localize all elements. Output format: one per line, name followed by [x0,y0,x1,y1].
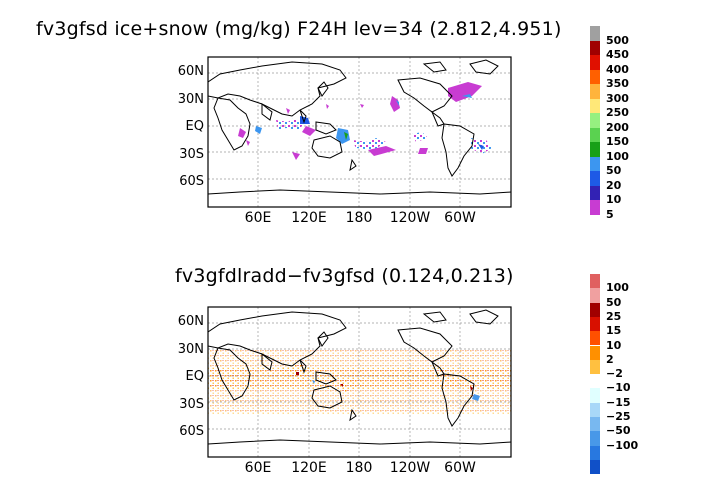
panel-2-coastlines [208,309,511,445]
colorbar-label: −50 [606,424,631,438]
colorbar-swatch [590,127,600,142]
colorbar-label: 50 [606,295,622,309]
panel-1-map [207,56,512,208]
lon-label-120e: 120E [291,210,327,226]
colorbar-label: 100 [606,149,629,163]
colorbar-label: 15 [606,324,622,338]
lon-label-120e: 120E [291,460,327,476]
panel-2-diff-field [208,350,511,414]
panel-2-frame [207,306,512,458]
colorbar-swatch [590,274,600,289]
panel-1-gridlines [208,57,511,207]
colorbar-swatch [590,200,600,215]
colorbar-swatch [590,445,600,460]
colorbar-swatch [590,388,600,403]
panel-2-map [207,306,512,458]
colorbar-swatch [590,431,600,446]
colorbar-label: 10 [606,193,622,206]
lat-label-eq: EQ [185,369,204,384]
colorbar-label: −10 [606,381,631,395]
colorbar-swatch [590,345,600,360]
colorbar-swatch [590,69,600,84]
colorbar-swatch [590,40,600,55]
panel-1-frame [207,56,512,208]
colorbar-label: −25 [606,410,631,423]
colorbar-label: 500 [606,33,629,47]
colorbar-label: 250 [606,106,629,119]
colorbar-label: −2 [606,367,623,381]
colorbar-label: 50 [606,164,622,177]
lon-label-180: 180 [345,210,373,226]
colorbar-swatch [590,374,600,389]
colorbar-label: −100 [606,438,639,452]
lon-label-60w: 60W [444,460,476,476]
lat-label-60n: 60N [177,314,204,329]
colorbar-swatch [590,98,600,113]
lat-label-30n: 30N [177,92,204,107]
colorbar-swatch [590,113,600,128]
colorbar-swatch [590,359,600,375]
panel-1-title: fv3gfsd ice+snow (mg/kg) F24H lev=34 (2.… [36,18,562,40]
lon-label-60e: 60E [244,210,272,226]
colorbar-label: 25 [606,309,622,323]
lon-label-120w: 120W [389,460,431,476]
colorbar-label: 350 [606,77,629,90]
lon-label-60e: 60E [244,460,272,476]
colorbar-swatch [590,417,600,432]
lon-label-180: 180 [345,460,373,476]
lat-label-60s: 60S [179,424,204,439]
colorbar-label: 150 [606,135,629,148]
colorbar-label: 450 [606,48,629,61]
panel-1-coastlines [208,59,511,195]
colorbar-swatch [590,55,600,70]
colorbar-swatch [590,402,600,417]
colorbar-swatch [590,331,600,346]
lat-label-30n: 30N [177,342,204,357]
colorbar-swatch [590,156,600,171]
lat-label-60s: 60S [179,174,204,189]
lat-label-60n: 60N [177,64,204,79]
lat-label-30s: 30S [179,147,204,162]
colorbar-swatch [590,171,600,186]
colorbar-swatch [590,84,600,99]
colorbar-label: 5 [606,207,614,221]
colorbar-swatch [590,288,600,303]
lat-label-eq: EQ [185,119,204,134]
lon-label-60w: 60W [444,210,476,226]
colorbar-swatch [590,302,600,317]
colorbar-swatch [590,459,600,475]
colorbar-label: −15 [606,395,631,409]
colorbar-label: 10 [606,338,622,352]
panel-2-title: fv3gfdlradd−fv3gfsd (0.124,0.213) [175,265,514,287]
colorbar-swatch [590,26,600,41]
lat-label-30s: 30S [179,397,204,412]
colorbar-swatch [590,316,600,332]
colorbar-label: 300 [606,91,629,105]
colorbar-swatch [590,142,600,157]
colorbar-label: 400 [606,62,629,76]
colorbar-label: 2 [606,352,614,366]
colorbar-label: 200 [606,120,629,134]
colorbar-swatch [590,185,600,200]
lon-label-120w: 120W [389,210,431,226]
colorbar-label: 20 [606,178,622,192]
colorbar-label: 100 [606,281,629,295]
panel-1-precip-field [238,82,492,160]
